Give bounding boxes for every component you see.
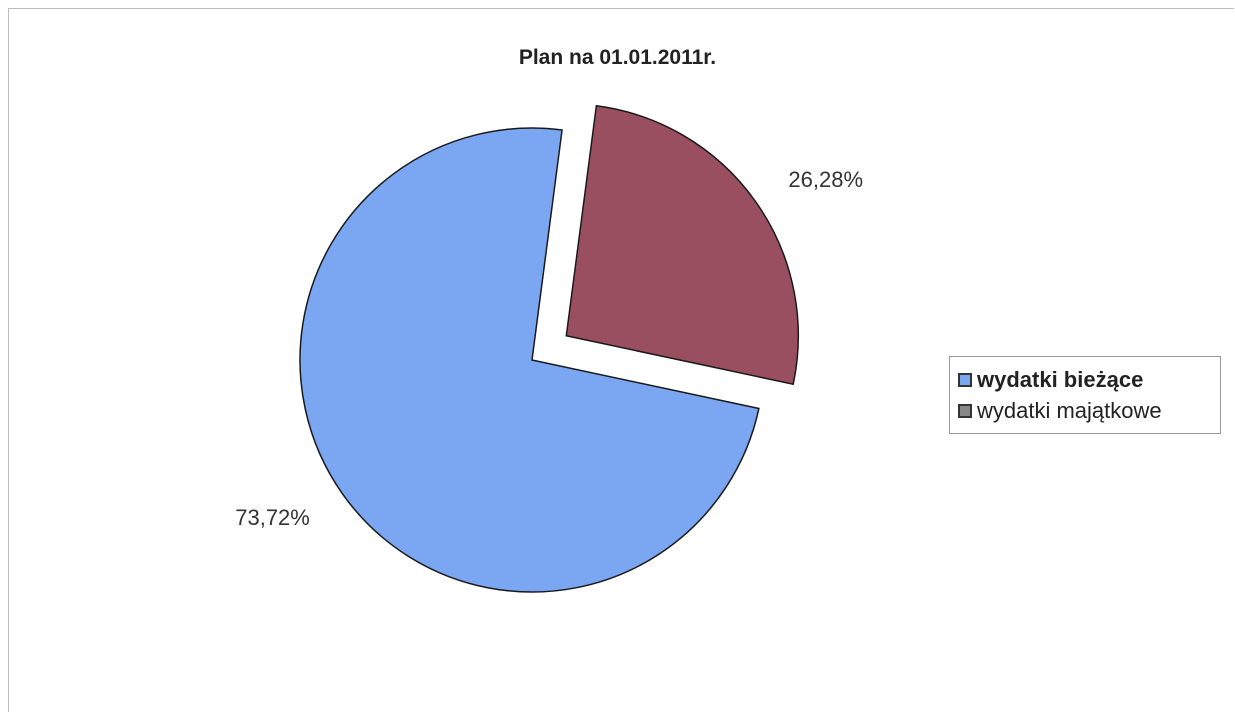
legend-swatch-capital-expenses (958, 403, 972, 418)
data-label-1: 26,28% (788, 167, 863, 192)
legend: wydatki bieżące wydatki majątkowe (949, 356, 1221, 434)
legend-item-capital-expenses: wydatki majątkowe (958, 395, 1220, 426)
legend-item-current-expenses: wydatki bieżące (958, 364, 1220, 395)
pie-slice-0 (299, 127, 760, 593)
legend-swatch-current-expenses (958, 372, 972, 387)
chart-title: Plan na 01.01.2011r. (518, 46, 717, 69)
legend-label-capital-expenses: wydatki majątkowe (977, 397, 1162, 423)
chart-frame (8, 8, 1234, 712)
legend-label-current-expenses: wydatki bieżące (977, 366, 1144, 392)
pie-slice-1 (565, 104, 800, 386)
data-label-0: 73,72% (235, 505, 310, 530)
